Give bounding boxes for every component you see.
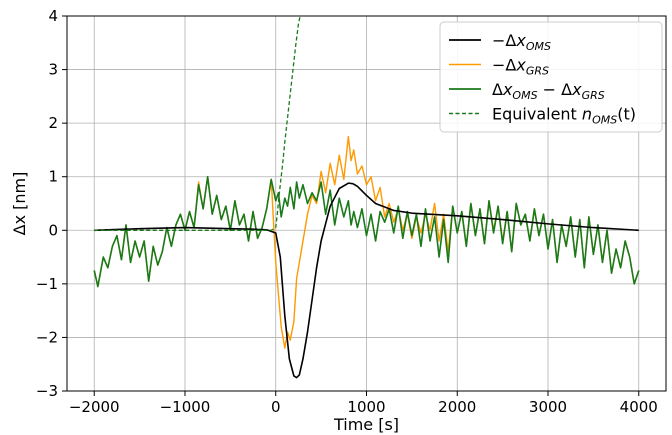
- legend-entry-oms: −ΔxOMS: [492, 31, 551, 53]
- y-tick-label: −1: [36, 275, 58, 293]
- y-axis-label-group: Δx [nm]: [10, 172, 29, 236]
- x-tick-label: −2000: [69, 398, 120, 416]
- x-tick-label: 3000: [529, 398, 567, 416]
- series-oms-line: [94, 182, 639, 379]
- series-difference-line: [93, 175, 640, 288]
- y-tick-label: −2: [36, 328, 58, 346]
- y-tick-label: −3: [36, 382, 58, 400]
- y-tick-label: 4: [48, 7, 58, 25]
- legend-entry-grs: −ΔxGRS: [492, 56, 549, 78]
- x-axis-label: Time [s]: [333, 415, 399, 434]
- axis-ticks: −2000 −1000 0 1000 2000 3000 4000 −3 −2 −1 0 1 2 3 4: [36, 7, 658, 416]
- legend-box: [439, 21, 663, 133]
- x-tick-label: −1000: [160, 398, 211, 416]
- x-tick-label: 2000: [438, 398, 476, 416]
- series-equivalent-noise-line: [94, 16, 301, 231]
- plot-series: [93, 16, 640, 379]
- x-tick-label: 0: [271, 398, 281, 416]
- y-tick-label: 2: [48, 114, 58, 132]
- y-tick-label: 1: [48, 168, 58, 186]
- y-axis-label: Δx [nm]: [10, 172, 29, 236]
- legend-entry-difference: ΔxOMS − ΔxGRS: [492, 80, 605, 102]
- y-tick-label: 0: [48, 221, 58, 239]
- x-tick-label: 1000: [347, 398, 385, 416]
- x-tick-label: 4000: [620, 398, 658, 416]
- legend-entry-equivalent-noise: Equivalent nOMS(t): [492, 105, 636, 127]
- y-tick-label: 3: [48, 61, 58, 79]
